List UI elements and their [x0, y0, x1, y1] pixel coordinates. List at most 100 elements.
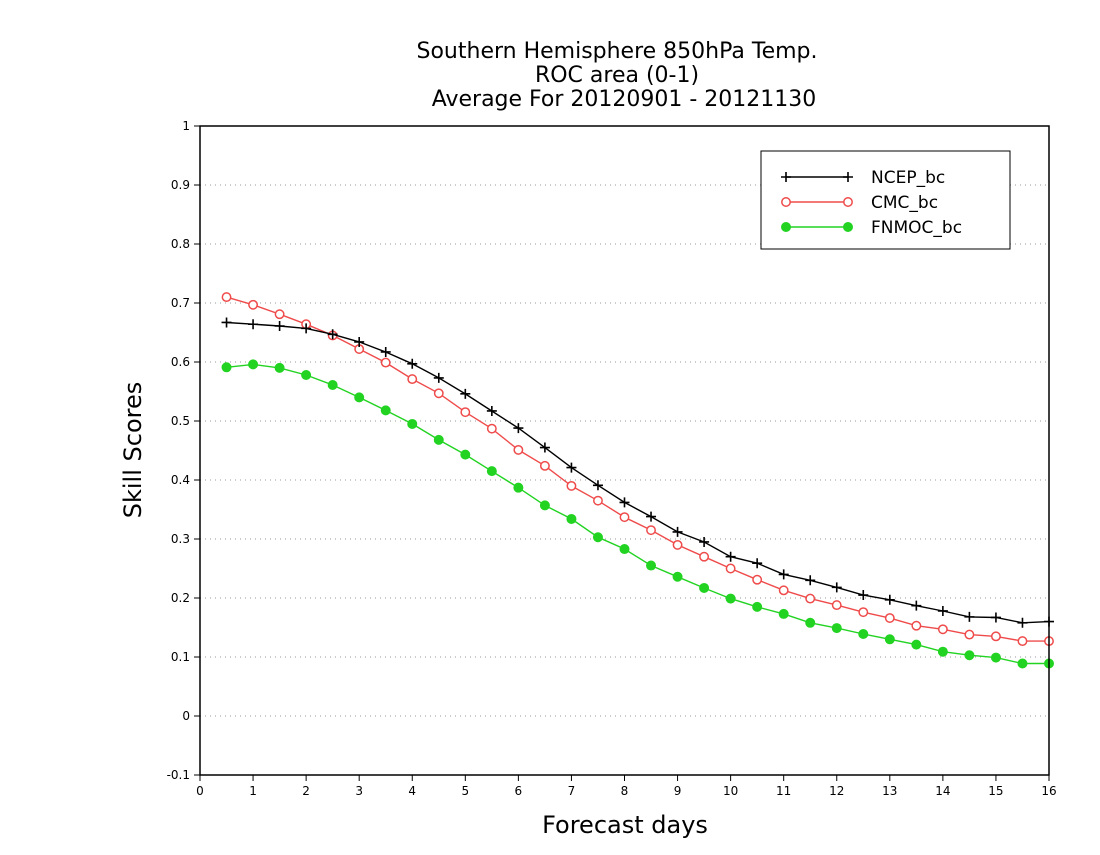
series-line-fnmoc-bc: [226, 363, 1049, 665]
data-point-cmc-bc: [433, 388, 444, 399]
data-point-fnmoc-bc: [513, 482, 524, 493]
x-tick-label: 4: [408, 784, 416, 798]
data-point-ncep-bc: [566, 462, 577, 473]
x-tick-label: 0: [196, 784, 204, 798]
data-point-ncep-bc: [990, 612, 1001, 623]
data-point-fnmoc-bc: [433, 434, 444, 445]
data-point-cmc-bc: [937, 624, 948, 635]
legend-marker-cmc-bc: [843, 197, 853, 207]
data-point-ncep-bc: [486, 405, 497, 416]
y-tick-label: 0.2: [171, 591, 190, 605]
y-tick-label: 0.4: [171, 473, 190, 487]
data-point-cmc-bc: [672, 539, 683, 550]
data-point-ncep-bc: [327, 329, 338, 340]
x-tick-label: 16: [1041, 784, 1056, 798]
data-point-fnmoc-bc: [858, 628, 869, 639]
data-point-ncep-bc: [513, 423, 524, 434]
data-point-fnmoc-bc: [354, 392, 365, 403]
y-tick-label: 0.5: [171, 414, 190, 428]
data-point-ncep-bc: [672, 526, 683, 537]
data-point-cmc-bc: [778, 585, 789, 596]
legend-label-ncep-bc: NCEP_bc: [871, 168, 945, 188]
data-point-fnmoc-bc: [805, 617, 816, 628]
legend-items: NCEP_bc CMC_bc FNMOC_bc: [781, 168, 962, 238]
data-point-cmc-bc: [752, 574, 763, 585]
series-ncep-bc: [221, 317, 1054, 628]
data-point-fnmoc-bc: [221, 362, 232, 373]
y-tick-label: -0.1: [167, 768, 190, 782]
legend-label-cmc-bc: CMC_bc: [871, 193, 938, 213]
data-point-ncep-bc: [433, 372, 444, 383]
data-point-cmc-bc: [964, 629, 975, 640]
data-point-cmc-bc: [805, 593, 816, 604]
data-point-fnmoc-bc: [937, 646, 948, 657]
data-point-cmc-bc: [1017, 636, 1028, 647]
x-tick-label: 15: [988, 784, 1003, 798]
x-tick-label: 7: [568, 784, 576, 798]
data-point-ncep-bc: [646, 511, 657, 522]
series-line-ncep-bc: [226, 321, 1050, 624]
grid-layer: [200, 184, 1049, 717]
x-tick-label: 1: [249, 784, 257, 798]
data-point-cmc-bc: [380, 357, 391, 368]
data-point-ncep-bc: [592, 480, 603, 491]
data-point-cmc-bc: [593, 495, 603, 506]
y-tick-label: 0.6: [171, 355, 190, 369]
series-cmc-bc: [221, 292, 1054, 647]
data-point-ncep-bc: [884, 594, 895, 605]
x-tick-label: 2: [302, 784, 310, 798]
data-point-ncep-bc: [752, 558, 763, 569]
data-point-fnmoc-bc: [672, 571, 683, 582]
series-line-cmc-bc: [226, 296, 1049, 642]
data-point-fnmoc-bc: [699, 582, 710, 593]
data-point-cmc-bc: [460, 407, 471, 418]
data-point-ncep-bc: [354, 336, 365, 347]
y-tick-label: 0.1: [171, 650, 190, 664]
data-point-ncep-bc: [911, 600, 922, 611]
data-point-fnmoc-bc: [327, 380, 338, 391]
x-tick-label: 14: [935, 784, 950, 798]
data-point-fnmoc-bc: [778, 608, 789, 619]
data-point-cmc-bc: [274, 309, 285, 320]
data-point-ncep-bc: [805, 575, 816, 586]
data-point-fnmoc-bc: [460, 449, 471, 460]
y-tick-label: 0.9: [171, 178, 190, 192]
data-point-ncep-bc: [937, 605, 948, 616]
data-point-fnmoc-bc: [380, 405, 391, 416]
data-point-cmc-bc: [858, 607, 869, 618]
data-point-fnmoc-bc: [831, 623, 842, 634]
chart-title-line-3: Average For 20120901 - 20121130: [432, 87, 817, 112]
chart-title-line-2: ROC area (0-1): [535, 63, 699, 88]
x-axis-title: Forecast days: [542, 811, 708, 839]
data-point-cmc-bc: [619, 512, 630, 523]
data-point-ncep-bc: [831, 582, 842, 593]
y-tick-label: 0.7: [171, 296, 190, 310]
data-point-fnmoc-bc: [646, 560, 657, 571]
data-point-cmc-bc: [725, 563, 736, 574]
data-point-ncep-bc: [301, 323, 312, 334]
x-tick-label: 3: [355, 784, 363, 798]
data-point-fnmoc-bc: [619, 544, 630, 555]
data-point-fnmoc-bc: [990, 652, 1001, 663]
data-point-ncep-bc: [274, 321, 285, 332]
legend-box: [760, 150, 1011, 250]
data-point-ncep-bc: [460, 388, 471, 399]
data-point-cmc-bc: [513, 444, 524, 455]
data-point-ncep-bc: [248, 319, 259, 330]
data-point-fnmoc-bc: [407, 418, 418, 429]
data-point-cmc-bc: [539, 460, 550, 471]
data-point-ncep-bc: [778, 569, 789, 580]
legend-marker-cmc-bc: [781, 197, 791, 207]
x-tick-label: 8: [621, 784, 629, 798]
data-point-fnmoc-bc: [539, 500, 550, 511]
x-tick-label: 9: [674, 784, 682, 798]
data-point-cmc-bc: [699, 551, 710, 562]
data-point-cmc-bc: [911, 620, 922, 631]
data-point-ncep-bc: [380, 346, 391, 357]
data-point-fnmoc-bc: [486, 466, 497, 477]
data-point-fnmoc-bc: [248, 359, 259, 370]
data-point-ncep-bc: [539, 442, 550, 453]
x-tick-label: 11: [776, 784, 791, 798]
